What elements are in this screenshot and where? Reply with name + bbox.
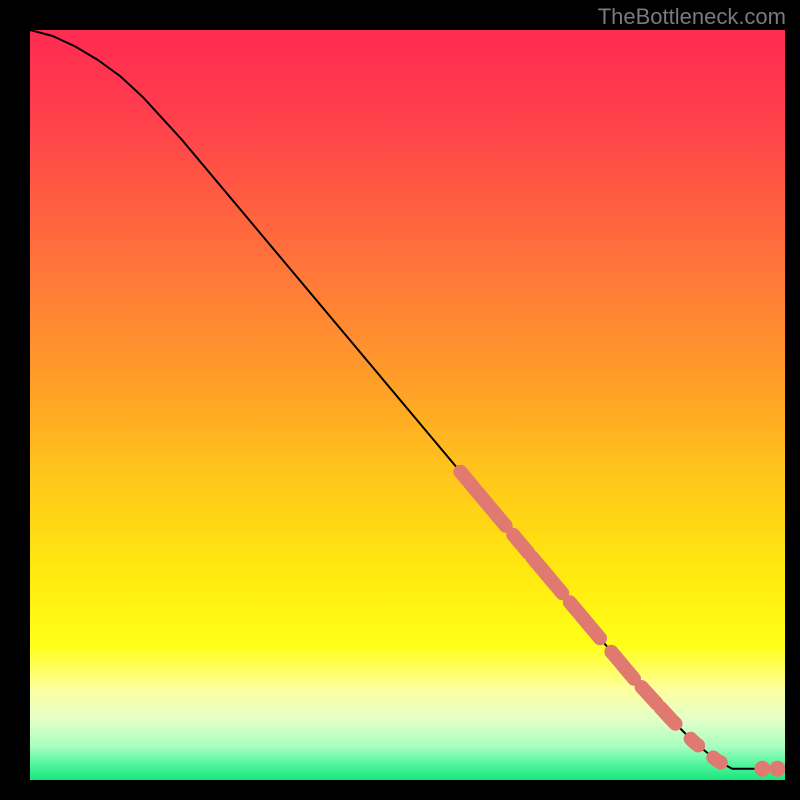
overlay-segment [691, 739, 699, 746]
overlay-segment [611, 652, 634, 679]
overlay-segment [532, 557, 562, 593]
overlay-segment [713, 758, 721, 763]
end-marker [754, 761, 770, 777]
watermark-text: TheBottleneck.com [598, 4, 786, 30]
chart-stage: TheBottleneck.com [0, 0, 800, 800]
overlay-segment [513, 535, 528, 553]
overlay-segment [460, 472, 505, 526]
chart-svg [30, 30, 785, 780]
overlay-segment [660, 708, 675, 724]
overlay-segment [570, 602, 600, 638]
overlay-segment [642, 687, 657, 704]
curve-line [30, 30, 781, 769]
plot-area [30, 30, 785, 780]
end-marker [769, 761, 785, 777]
